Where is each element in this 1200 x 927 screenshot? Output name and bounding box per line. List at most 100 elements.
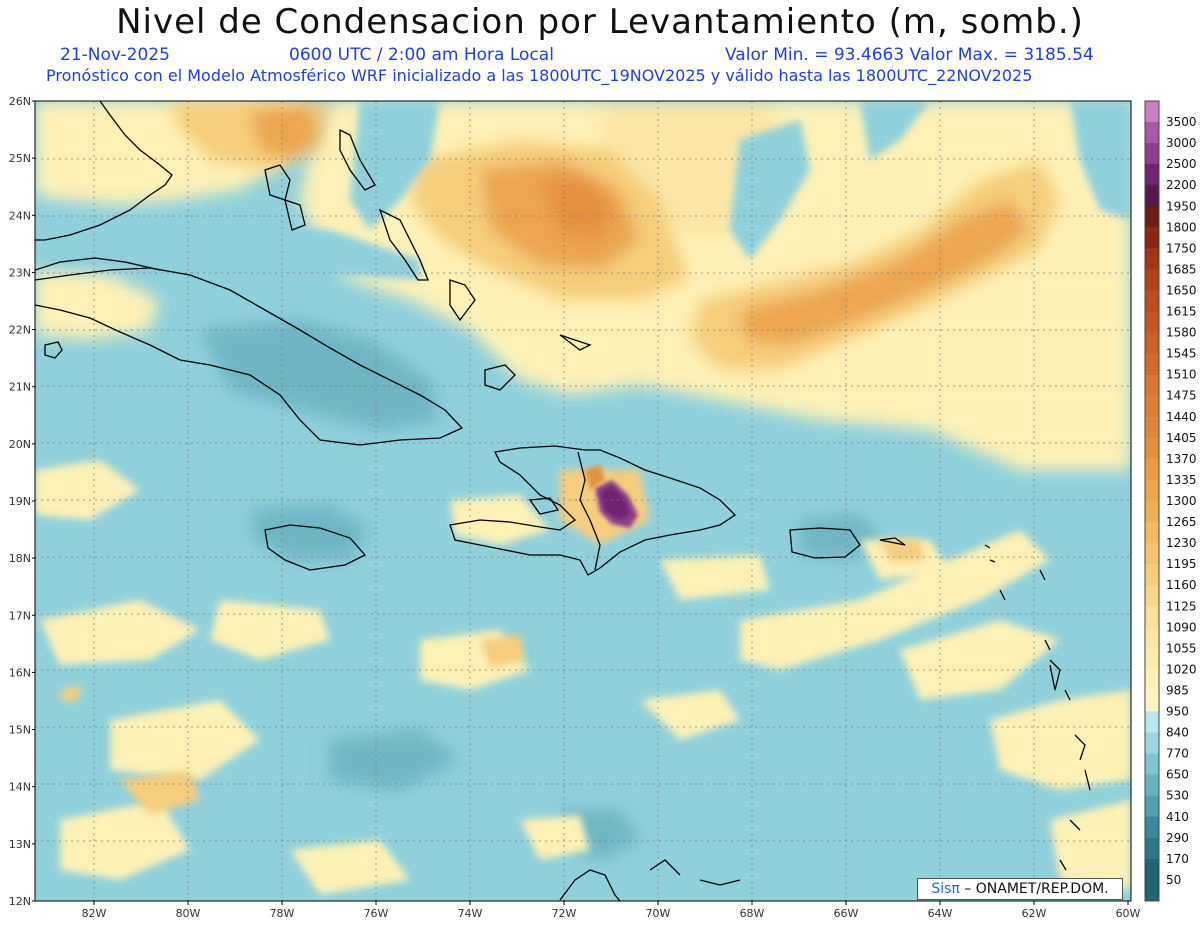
virgin-islands (879, 537, 906, 546)
lon-label-72W: 72W (552, 907, 577, 920)
colorbar-label-1475: 1475 (1166, 389, 1197, 403)
colorbar-swatch (1145, 795, 1159, 818)
cuba-coast (35, 267, 464, 446)
colorbar-swatch (1145, 522, 1159, 544)
lon-label-64W: 64W (928, 907, 953, 920)
colorbar-swatch (1145, 711, 1159, 734)
colorbar-label-2200: 2200 (1166, 178, 1197, 192)
lat-label-22N: 22N (9, 324, 31, 337)
lat-label-24N: 24N (9, 209, 31, 222)
lon-axis-labels: 82W 80W 78W 76W 74W 72W 70W 68W 66W 64W 62W 60W (82, 901, 1141, 920)
colorbar-swatch (1145, 858, 1159, 881)
colorbar-label-1510: 1510 (1166, 368, 1197, 382)
colorbar-label-770: 770 (1166, 747, 1189, 761)
colorbar-label-530: 530 (1166, 789, 1189, 803)
colorbar-label-3500: 3500 (1166, 115, 1197, 129)
colorbar-label-1615: 1615 (1166, 305, 1197, 319)
credit-box: Sisπ – ONAMET/REP.DOM. (917, 878, 1123, 900)
colorbar-label-985: 985 (1166, 683, 1189, 697)
colorbar-label-1195: 1195 (1166, 557, 1197, 571)
colorbar-swatch (1145, 479, 1159, 502)
forecast-time: 0600 UTC / 2:00 am Hora Local (289, 45, 554, 65)
colorbar-swatch (1145, 753, 1159, 776)
turks-caicos (559, 334, 592, 351)
humid-streaks (35, 101, 1131, 280)
florida-keys (35, 257, 161, 271)
lon-label-76W: 76W (364, 907, 389, 920)
bahamas-5 (449, 279, 476, 322)
bahamas-6 (484, 364, 516, 391)
colorbar-label-650: 650 (1166, 768, 1189, 782)
colorbar-label-1685: 1685 (1166, 262, 1197, 276)
colorbar-swatch (1145, 648, 1159, 670)
colorbar-swatch (1145, 437, 1159, 460)
lon-label-82W: 82W (82, 907, 107, 920)
lat-label-23N: 23N (9, 266, 31, 279)
colorbar-label-950: 950 (1166, 705, 1189, 719)
colorbar-swatch (1145, 879, 1159, 902)
colorbar-label-3000: 3000 (1166, 136, 1197, 150)
colorbar-swatch (1145, 732, 1159, 755)
colorbar-swatch (1145, 774, 1159, 797)
lat-label-17N: 17N (9, 609, 31, 622)
lat-label-19N: 19N (9, 495, 31, 508)
lesser-antilles (984, 544, 1091, 871)
lon-label-68W: 68W (740, 907, 765, 920)
dry-patches-south (35, 460, 1131, 895)
colorbar-swatch (1145, 669, 1159, 691)
florida-coast (35, 101, 173, 241)
colorbar-swatch (1145, 122, 1159, 144)
colorbar-swatch (1145, 143, 1159, 165)
colorbar-swatch (1145, 353, 1159, 376)
colorbar-swatch (1145, 185, 1159, 207)
colorbar-label-1230: 1230 (1166, 536, 1197, 550)
lon-label-60W: 60W (1116, 907, 1141, 920)
colorbar-swatch (1145, 332, 1159, 355)
venezuela-coast (559, 859, 741, 901)
colorbar-swatch (1145, 416, 1159, 439)
puerto-rico-coast (789, 527, 861, 559)
gonave-island (528, 497, 560, 515)
credit-text: – ONAMET/REP.DOM. (959, 881, 1109, 897)
coastlines (35, 101, 1091, 901)
colorbar-label-1950: 1950 (1166, 199, 1197, 213)
colorbar-label-1090: 1090 (1166, 620, 1197, 634)
colorbar-swatch (1145, 101, 1159, 123)
colorbar-label-1265: 1265 (1166, 515, 1197, 529)
colorbar-label-1405: 1405 (1166, 431, 1197, 445)
colorbar-label-1580: 1580 (1166, 326, 1197, 340)
lcl-peak-hispaniola (585, 465, 638, 528)
colorbar-label-1370: 1370 (1166, 452, 1197, 466)
colorbar-label-1650: 1650 (1166, 283, 1197, 297)
colorbar-swatch (1145, 290, 1159, 313)
lon-label-78W: 78W (270, 907, 295, 920)
colorbar-label-840: 840 (1166, 726, 1189, 740)
bahamas-1 (264, 164, 291, 201)
lon-label-62W: 62W (1022, 907, 1047, 920)
colorbar-label-410: 410 (1166, 810, 1189, 824)
colorbar-label-1750: 1750 (1166, 241, 1197, 255)
colorbar-swatch (1145, 227, 1159, 249)
colorbar-swatch (1145, 374, 1159, 397)
colorbar-frame (1144, 100, 1160, 902)
colorbar-swatch (1145, 606, 1159, 628)
haiti-coast (449, 445, 737, 576)
colorbar-label-1160: 1160 (1166, 578, 1197, 592)
colorbar-label-50: 50 (1166, 873, 1181, 887)
colorbar-label-1125: 1125 (1166, 599, 1197, 613)
colorbar-swatch (1145, 311, 1159, 334)
colorbar-swatch (1145, 816, 1159, 839)
dry-maxima (170, 101, 1060, 370)
colorbar-label-1335: 1335 (1166, 473, 1197, 487)
colorbar-swatch (1145, 248, 1159, 270)
lon-label-74W: 74W (458, 907, 483, 920)
colorbar-label-1545: 1545 (1166, 347, 1197, 361)
colorbar-swatch (1145, 585, 1159, 607)
lat-label-21N: 21N (9, 381, 31, 394)
colorbar-swatch (1145, 458, 1159, 481)
lon-label-80W: 80W (176, 907, 201, 920)
lon-label-70W: 70W (646, 907, 671, 920)
value-min-max: Valor Min. = 93.4663 Valor Max. = 3185.5… (725, 45, 1094, 65)
colorbar-swatch (1145, 564, 1159, 586)
